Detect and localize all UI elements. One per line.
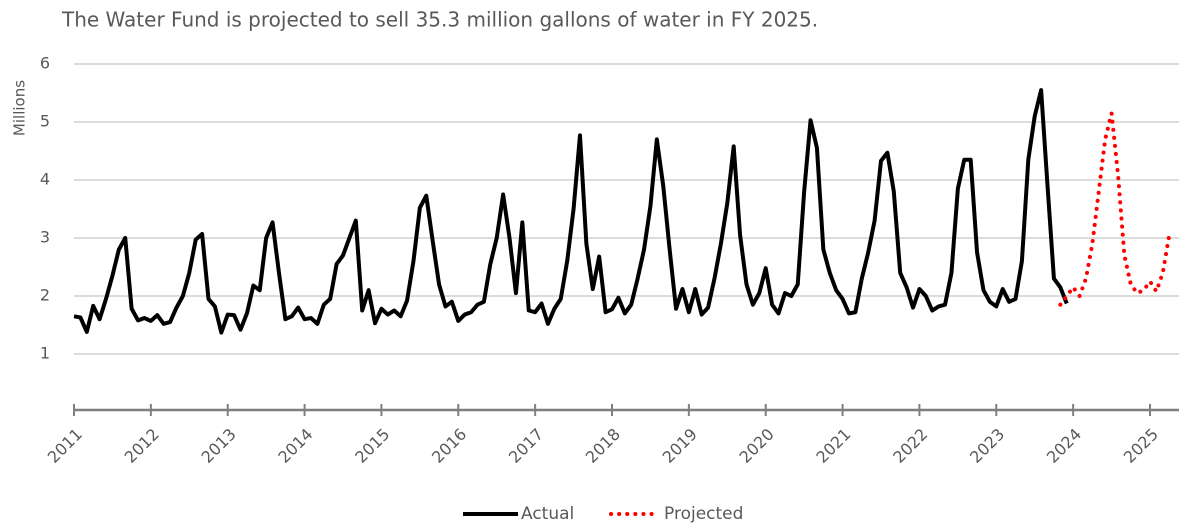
y-tick-label: 1 <box>40 344 50 363</box>
x-tick-label: 2023 <box>966 425 1008 467</box>
x-tick-label: 2025 <box>1120 425 1162 467</box>
x-tick-label: 2018 <box>582 425 624 467</box>
x-tick-label: 2021 <box>812 425 854 467</box>
chart-title: The Water Fund is projected to sell 35.3… <box>61 8 818 32</box>
x-tick-label: 2014 <box>274 425 316 467</box>
x-tick-label: 2012 <box>121 425 163 467</box>
y-tick-label: 5 <box>40 112 50 131</box>
legend-label: Actual <box>521 504 574 524</box>
y-tick-label: 4 <box>40 170 50 189</box>
x-tick-label: 2020 <box>735 425 777 467</box>
x-tick-label: 2019 <box>659 425 701 467</box>
legend-label: Projected <box>664 504 743 524</box>
x-tick-label: 2011 <box>44 425 86 467</box>
x-tick-label: 2013 <box>197 425 239 467</box>
y-tick-label: 6 <box>40 54 50 73</box>
x-tick-label: 2016 <box>428 425 470 467</box>
y-tick-label: 3 <box>40 228 50 247</box>
y-axis-label: Millions <box>11 80 29 136</box>
y-tick-label: 2 <box>40 286 50 305</box>
x-tick-label: 2022 <box>889 425 931 467</box>
x-tick-label: 2015 <box>351 425 393 467</box>
series-line <box>73 88 1069 335</box>
x-tick-label: 2024 <box>1043 425 1085 467</box>
series-line <box>1058 111 1172 307</box>
x-tick-label: 2017 <box>505 425 547 467</box>
